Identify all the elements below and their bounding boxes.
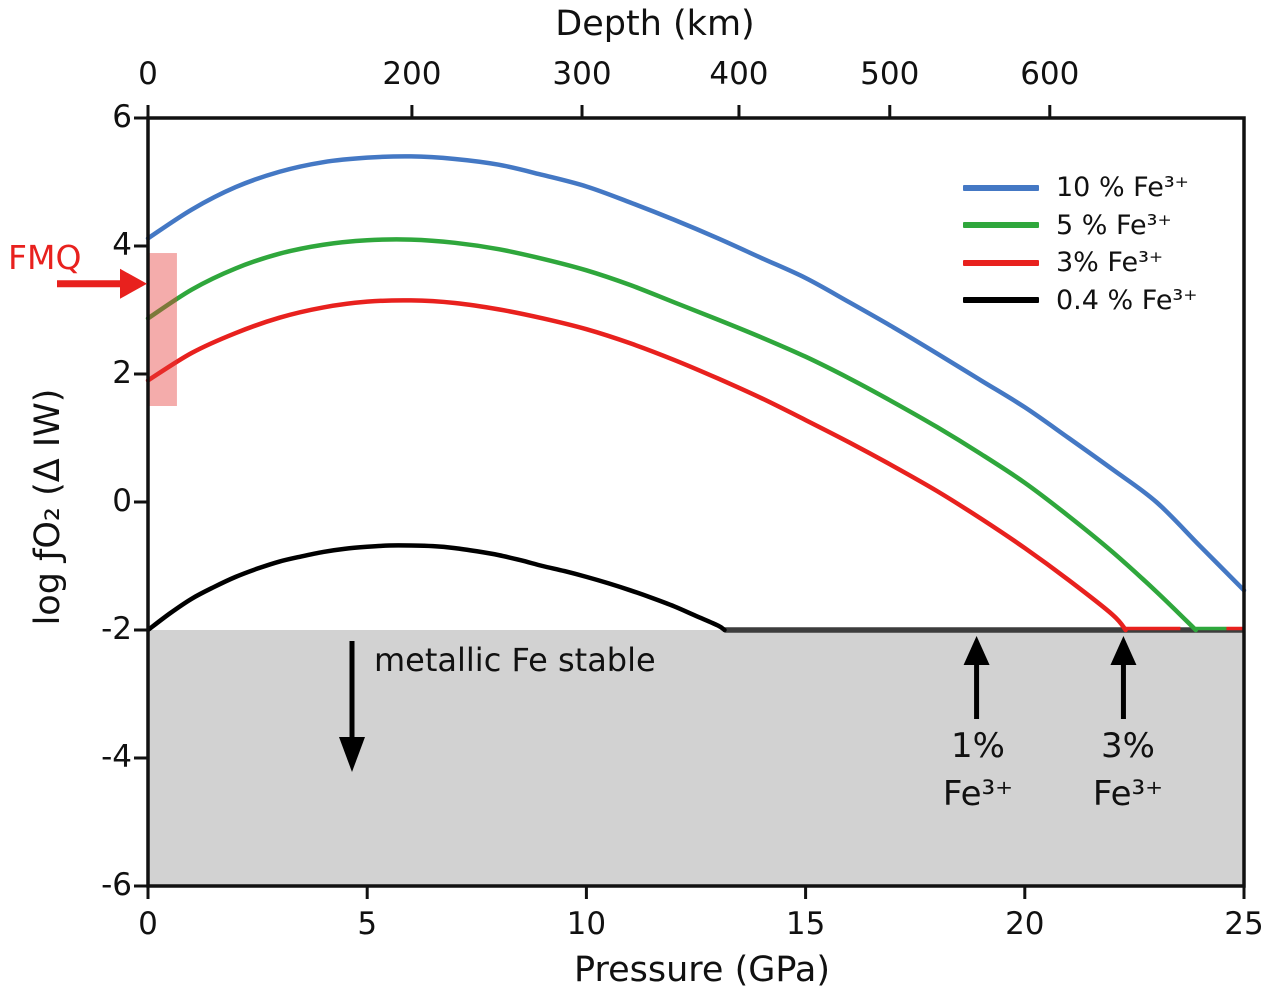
legend-label-10pct: 10 % Fe³⁺ (1056, 172, 1189, 204)
metallic-fe-stable-label: metallic Fe stable (374, 641, 656, 679)
x-tick-label: 15 (785, 906, 826, 942)
legend-item-04pct: 0.4 % Fe³⁺ (963, 282, 1198, 320)
legend: 10 % Fe³⁺ 5 % Fe³⁺ 3% Fe³⁺ 0.4 % Fe³⁺ (963, 169, 1198, 319)
legend-line-green (963, 222, 1039, 229)
y-tick-label: 2 (112, 355, 132, 391)
curve-5Fe (145, 237, 1199, 633)
x-tick-label: 10 (566, 906, 607, 942)
metallic-arrow-head (339, 737, 365, 772)
y-tick-label: -2 (101, 611, 132, 647)
depth-tick-label: 400 (709, 56, 769, 92)
y-tick-label: 4 (112, 227, 132, 263)
depth-tick-label: 300 (552, 56, 612, 92)
fmq-range-bar (148, 253, 177, 406)
legend-line-black (963, 297, 1039, 304)
legend-line-red (963, 259, 1039, 266)
legend-label-3pct: 3% Fe³⁺ (1056, 247, 1164, 279)
x-tick-label: 5 (357, 906, 378, 942)
up-arrow-head-0 (963, 636, 990, 665)
curve-10Fe (145, 154, 1247, 593)
curve-0.4Fe (145, 543, 727, 633)
legend-item-10pct: 10 % Fe³⁺ (963, 169, 1198, 207)
legend-item-3pct: 3% Fe³⁺ (963, 244, 1198, 282)
y-tick-label: -6 (101, 867, 132, 903)
depth-tick-label: 0 (138, 56, 158, 92)
legend-label-5pct: 5 % Fe³⁺ (1056, 209, 1172, 241)
legend-label-04pct: 0.4 % Fe³⁺ (1056, 284, 1198, 316)
up-arrow-head-1 (1110, 636, 1137, 665)
depth-tick-label: 200 (382, 56, 442, 92)
x-tick-label: 20 (1005, 906, 1045, 942)
depth-tick-label: 500 (860, 56, 920, 92)
depth-tick-label: 600 (1020, 56, 1080, 92)
y-tick-label: -4 (101, 739, 132, 775)
fmq-arrow-head (120, 268, 147, 299)
curve-3Fe (145, 298, 1128, 633)
metallic-fe-region (148, 630, 1244, 886)
annotation-1pct-line2: Fe³⁺ (942, 774, 1014, 814)
fmq-label: FMQ (8, 238, 82, 277)
annotation-3pct-fe3: 3% Fe³⁺ (1093, 722, 1163, 818)
y-tick-label: 0 (112, 483, 132, 519)
top-axis-title: Depth (km) (555, 4, 755, 44)
annotation-1pct-line1: 1% (951, 726, 1005, 766)
x-axis-title: Pressure (GPa) (574, 950, 830, 990)
annotation-1pct-fe3: 1% Fe³⁺ (943, 722, 1013, 818)
annotation-3pct-line2: Fe³⁺ (1092, 774, 1164, 814)
legend-item-5pct: 5 % Fe³⁺ (963, 207, 1198, 245)
x-tick-label: 25 (1224, 906, 1264, 942)
legend-line-blue (963, 184, 1039, 191)
y-tick-label: 6 (112, 99, 132, 135)
annotation-3pct-line1: 3% (1101, 726, 1155, 766)
x-tick-label: 0 (138, 906, 158, 942)
